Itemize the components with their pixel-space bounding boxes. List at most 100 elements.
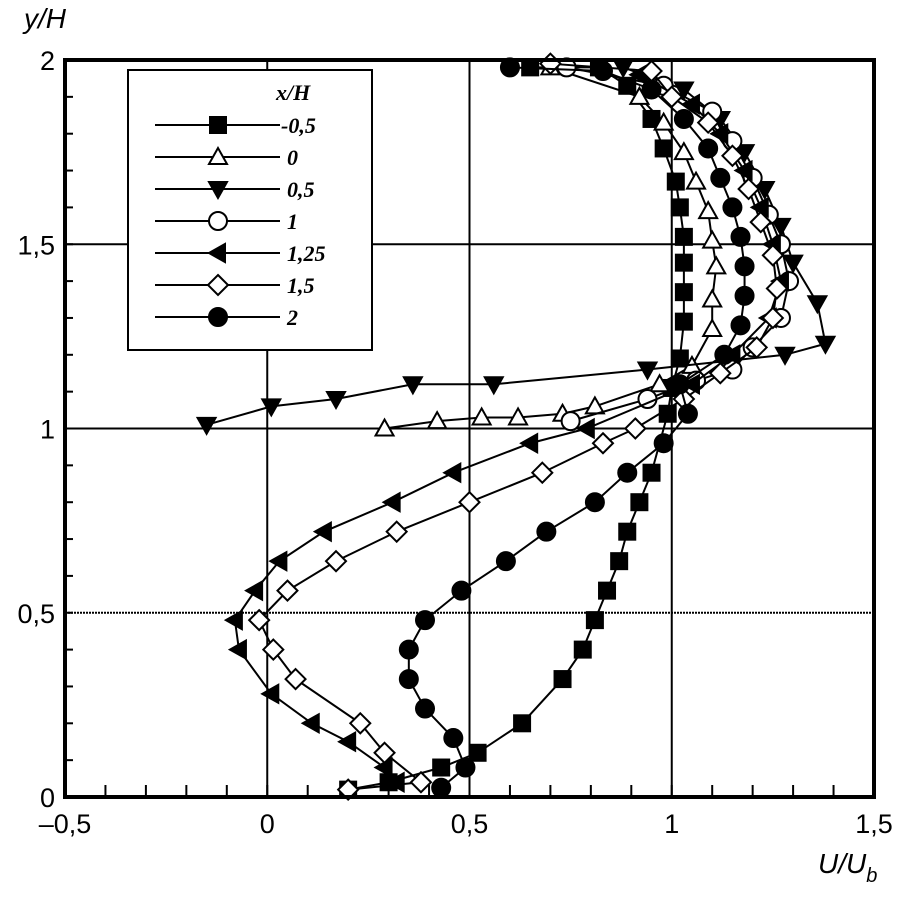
y-tick-labels: 0 0,5 1 1,5 2 (17, 46, 55, 813)
data-point (223, 609, 243, 631)
data-point (495, 551, 516, 572)
data-point (409, 770, 433, 794)
x-tick-label: 0 (260, 809, 275, 839)
legend-marker (208, 211, 228, 231)
data-point (669, 374, 690, 395)
data-point (642, 463, 661, 482)
data-point (584, 492, 605, 513)
data-point (432, 758, 451, 777)
data-point (698, 138, 719, 159)
x-axis-label: U/Ub (818, 848, 877, 887)
data-point (770, 217, 792, 237)
data-point (701, 229, 723, 249)
data-point (701, 317, 723, 338)
data-point (754, 180, 776, 201)
data-point (530, 461, 554, 485)
data-point (385, 771, 405, 793)
y-axis-label: y/H (22, 3, 67, 34)
data-point (373, 417, 396, 437)
data-point (227, 638, 247, 661)
data-point (381, 491, 401, 513)
data-point (774, 346, 796, 366)
data-point (666, 172, 685, 191)
data-point (276, 579, 299, 603)
legend-label: 1 (287, 209, 298, 234)
x-tick-label: 1,5 (855, 809, 893, 839)
data-point (261, 638, 285, 662)
data-point (814, 335, 837, 355)
data-point (592, 61, 613, 82)
data-point (325, 391, 347, 411)
data-point (749, 210, 773, 234)
x-axis-label-subscript: b (866, 865, 877, 887)
data-series (195, 52, 837, 802)
series-2 (398, 57, 755, 798)
data-point (765, 277, 789, 300)
data-point (431, 777, 452, 798)
data-point (806, 295, 829, 315)
data-point (710, 167, 731, 188)
data-point (426, 410, 448, 430)
data-point (623, 417, 647, 440)
data-point (553, 670, 572, 689)
data-point (680, 373, 700, 395)
data-point (641, 79, 662, 100)
data-point (734, 256, 755, 277)
data-point (674, 253, 693, 272)
data-point (674, 312, 693, 331)
data-point (560, 411, 581, 432)
data-point (680, 93, 700, 115)
data-point (519, 432, 539, 454)
legend-label: 0,5 (287, 177, 315, 202)
data-point (730, 226, 751, 247)
data-point (653, 433, 674, 454)
data-point (705, 255, 727, 275)
data-point (745, 336, 769, 359)
plot-frame (63, 58, 876, 799)
legend: x/H -0,5 0 0,5 1 1,25 1,5 2 (127, 69, 373, 351)
data-point (398, 639, 419, 660)
data-point (722, 197, 743, 218)
data-point (673, 141, 695, 161)
data-point (730, 315, 751, 336)
data-point (714, 344, 735, 365)
data-point (782, 254, 804, 274)
y-tick-label: 0 (40, 783, 55, 813)
x-tick-label: 0,5 (451, 809, 489, 839)
data-point (260, 683, 280, 705)
data-point (737, 177, 761, 201)
data-point (670, 198, 689, 217)
data-point (674, 283, 693, 302)
data-point (654, 139, 673, 158)
y-tick-label: 1,5 (17, 230, 55, 260)
y-tick-label: 1 (40, 415, 55, 445)
x-tick-label: 1 (664, 809, 679, 839)
legend-label: 1,5 (287, 273, 315, 298)
data-point (455, 757, 476, 778)
legend-label: -0,5 (281, 113, 316, 138)
data-point (385, 520, 409, 544)
data-point (458, 490, 481, 514)
data-point (415, 698, 436, 719)
data-point (260, 398, 283, 418)
data-point (630, 493, 649, 512)
data-point (636, 361, 659, 381)
x-axis-label-main: U/U (818, 848, 867, 879)
data-point (300, 712, 320, 735)
data-point (584, 395, 606, 415)
data-point (373, 741, 396, 765)
data-point (195, 416, 218, 436)
data-point (618, 522, 637, 541)
data-point (673, 81, 695, 101)
data-point (442, 462, 462, 484)
legend-label: 1,25 (287, 241, 326, 266)
y-tick-label: 2 (40, 46, 55, 76)
data-point (402, 376, 424, 396)
x-tick-label: –0,5 (39, 809, 92, 839)
legend-marker (209, 116, 227, 134)
data-point (247, 608, 271, 632)
data-point (348, 711, 372, 735)
data-point (591, 431, 615, 455)
legend-marker (207, 145, 229, 165)
